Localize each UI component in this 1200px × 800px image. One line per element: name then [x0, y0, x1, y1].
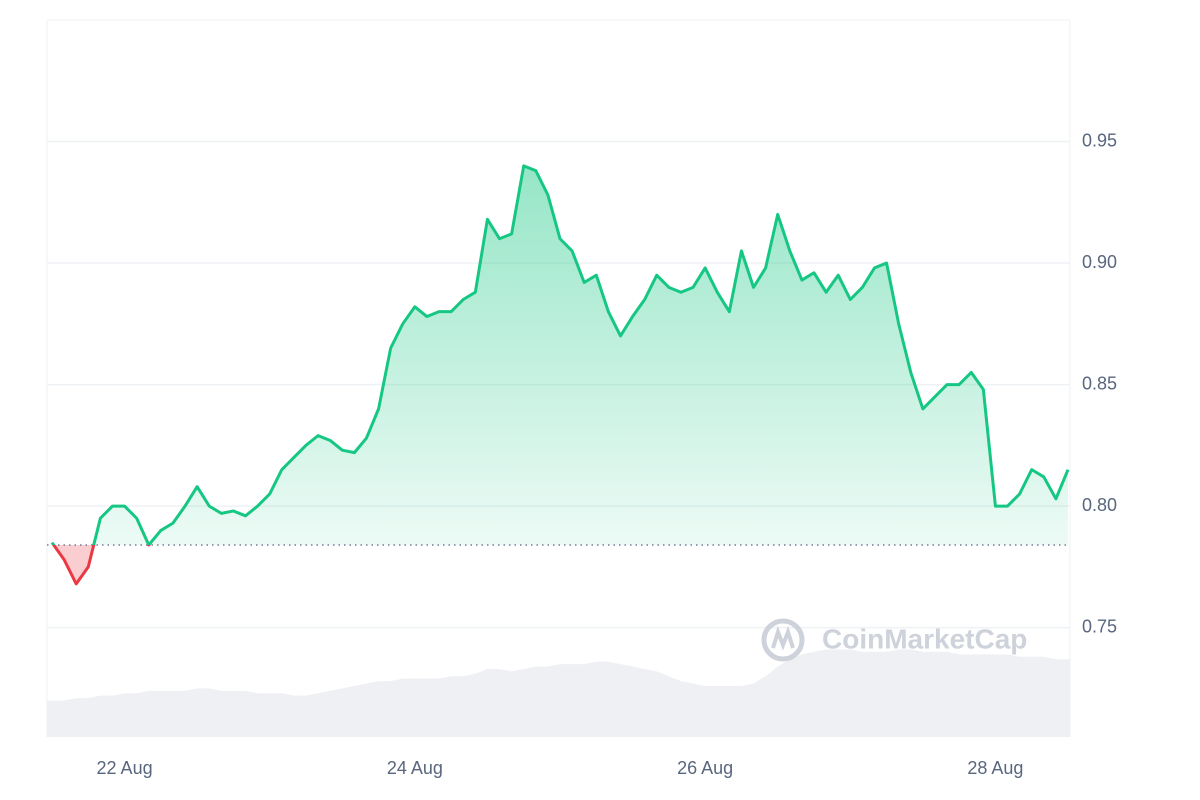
y-tick-label: 0.75: [1082, 616, 1117, 636]
y-tick-label: 0.90: [1082, 252, 1117, 272]
y-tick-label: 0.85: [1082, 373, 1117, 393]
price-line: [50, 164, 1070, 545]
x-tick-label: 26 Aug: [677, 758, 733, 778]
y-tick-label: 0.95: [1082, 130, 1117, 150]
volume: [47, 649, 1070, 737]
y-tick-label: 0.80: [1082, 495, 1117, 515]
volume-area: [47, 649, 1070, 737]
watermark: CoinMarketCap: [761, 618, 1027, 662]
watermark-logo: [761, 618, 805, 662]
x-tick-label: 22 Aug: [97, 758, 153, 778]
x-tick-label: 24 Aug: [387, 758, 443, 778]
x-tick-label: 28 Aug: [967, 758, 1023, 778]
plot: [47, 164, 1070, 586]
axes: 0.75 0.80 0.85 0.90 0.95 22 Aug 24 Aug 26 Aug 28…: [97, 130, 1118, 777]
watermark-logo: [771, 625, 795, 651]
watermark-text: CoinMarketCap: [822, 623, 1027, 654]
price-area: [52, 165, 1068, 545]
